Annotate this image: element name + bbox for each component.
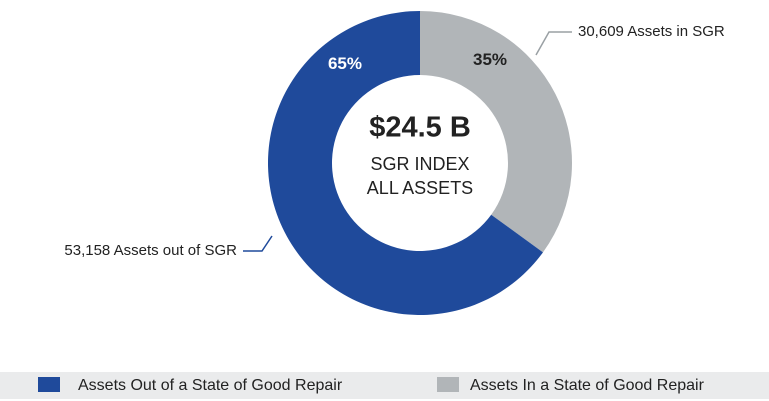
center-label: ALL ASSETS [367, 178, 473, 198]
legend-label: Assets In a State of Good Repair [470, 377, 705, 394]
slice-label: 65% [328, 54, 362, 73]
center-value: $24.5 B [369, 112, 471, 144]
slice-label: 35% [473, 50, 507, 69]
annotation: 30,609 Assets in SGR [578, 23, 725, 40]
legend-swatch [437, 377, 459, 392]
legend-label: Assets Out of a State of Good Repair [78, 377, 343, 394]
donut-slice [267, 11, 543, 315]
center-label: SGR INDEX [370, 154, 469, 174]
legend-swatch [38, 377, 60, 392]
annotation: 53,158 Assets out of SGR [64, 242, 237, 259]
donut-slice [420, 11, 572, 253]
leader-line [243, 235, 273, 252]
leader-line [535, 31, 572, 56]
legend-background [0, 372, 769, 399]
